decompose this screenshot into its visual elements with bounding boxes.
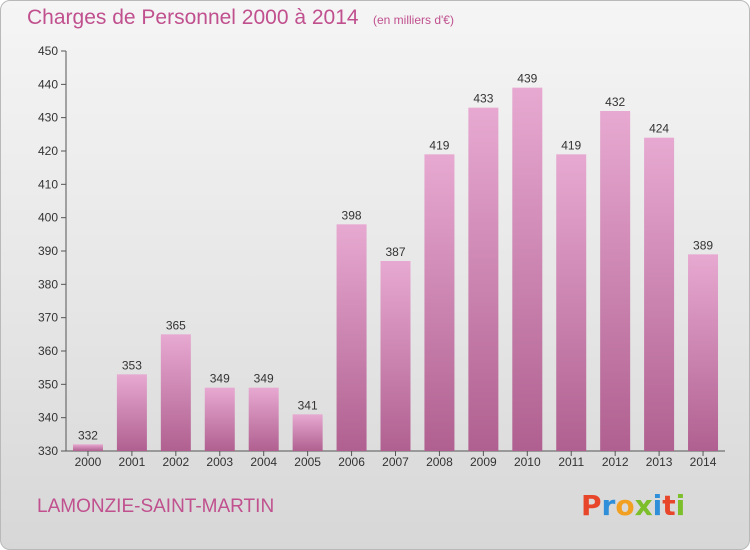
x-tick-label: 2007 (382, 455, 409, 469)
logo-letter: r (601, 489, 616, 522)
x-tick-label: 2003 (206, 455, 233, 469)
y-tick-label: 430 (38, 111, 58, 125)
logo-letter: i (652, 489, 663, 522)
x-tick-label: 2014 (690, 455, 717, 469)
bar-2002 (160, 334, 191, 451)
chart-subtitle: (en milliers d'€) (373, 13, 454, 27)
data-label: 349 (210, 372, 230, 386)
x-tick-label: 2009 (470, 455, 497, 469)
bar-2014 (688, 254, 719, 451)
data-label: 389 (693, 238, 713, 252)
data-label: 353 (122, 358, 142, 372)
proxiti-logo: Proxiti (581, 489, 685, 522)
chart-title: Charges de Personnel 2000 à 2014 (27, 6, 359, 29)
y-tick-label: 390 (38, 244, 58, 258)
data-label: 419 (561, 138, 581, 152)
data-label: 387 (385, 245, 405, 259)
bar-2008 (424, 154, 455, 452)
bar-2004 (248, 387, 279, 451)
logo-letter: i (675, 489, 686, 522)
data-label: 349 (254, 372, 274, 386)
x-tick-label: 2012 (602, 455, 629, 469)
x-tick-label: 2002 (162, 455, 189, 469)
bar-2009 (468, 107, 499, 452)
data-label: 332 (78, 428, 98, 442)
x-tick-label: 2010 (514, 455, 541, 469)
x-tick-label: 2013 (646, 455, 673, 469)
x-tick-label: 2008 (426, 455, 453, 469)
data-label: 424 (649, 122, 669, 136)
x-tick-label: 2000 (75, 455, 102, 469)
bar-2012 (600, 111, 631, 451)
bar-2007 (380, 261, 411, 451)
data-label: 341 (298, 398, 318, 412)
bar-2000 (72, 444, 103, 451)
y-tick-label: 420 (38, 144, 58, 158)
x-tick-label: 2004 (250, 455, 277, 469)
y-tick-label: 380 (38, 277, 58, 291)
bar-2010 (512, 87, 543, 452)
data-label: 433 (473, 92, 493, 106)
data-label: 365 (166, 318, 186, 332)
x-tick-label: 2011 (558, 455, 584, 469)
data-label: 398 (342, 208, 362, 222)
data-label: 419 (429, 138, 449, 152)
y-tick-label: 400 (38, 211, 58, 225)
y-tick-label: 330 (38, 444, 58, 458)
y-tick-label: 370 (38, 311, 58, 325)
y-tick-label: 450 (38, 44, 58, 58)
x-tick-label: 2005 (294, 455, 321, 469)
bar-2011 (556, 154, 587, 452)
y-tick-label: 440 (38, 77, 58, 91)
y-tick-label: 340 (38, 411, 58, 425)
logo-letter: t (662, 489, 676, 522)
data-label: 432 (605, 95, 625, 109)
logo-letter: o (615, 489, 635, 522)
x-tick-label: 2006 (338, 455, 365, 469)
bar-2001 (116, 374, 147, 451)
place-name: LAMONZIE-SAINT-MARTIN (37, 496, 275, 517)
y-tick-label: 410 (38, 177, 58, 191)
logo-letter: P (581, 489, 602, 522)
y-tick-label: 350 (38, 377, 58, 391)
x-tick-label: 2001 (119, 455, 146, 469)
y-tick-label: 360 (38, 344, 58, 358)
bar-2006 (336, 224, 367, 451)
data-label: 439 (517, 72, 537, 86)
bar-2013 (644, 137, 675, 451)
bar-2003 (204, 387, 235, 451)
bar-2005 (292, 414, 323, 451)
logo-letter: x (634, 489, 653, 522)
